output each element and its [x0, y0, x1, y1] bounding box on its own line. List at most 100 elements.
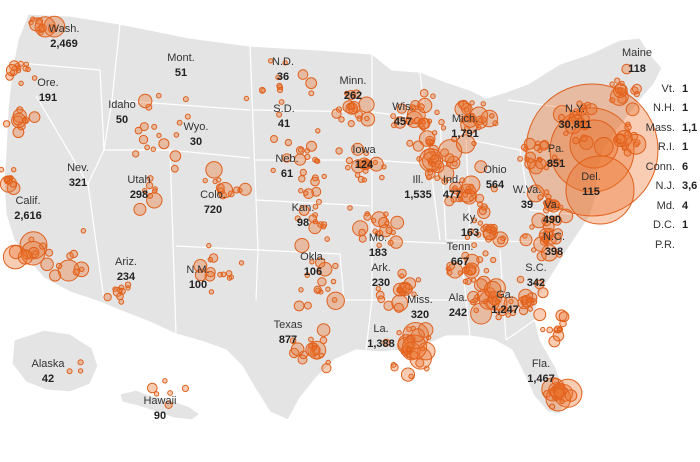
county-bubble — [551, 154, 558, 161]
county-bubble — [205, 267, 216, 278]
county-bubble — [459, 177, 466, 184]
svg-text:106: 106 — [304, 266, 322, 278]
svg-text:Mont.: Mont. — [167, 52, 195, 64]
svg-text:242: 242 — [449, 307, 467, 319]
svg-text:98: 98 — [297, 217, 309, 229]
county-bubble — [440, 125, 447, 131]
county-bubble — [390, 215, 405, 230]
svg-text:N.C.: N.C. — [543, 231, 565, 243]
county-bubble — [18, 80, 24, 87]
county-bubble — [585, 103, 598, 116]
county-bubble — [536, 251, 547, 262]
county-bubble — [462, 278, 469, 285]
county-bubble — [415, 358, 425, 368]
county-bubble — [77, 359, 84, 366]
county-bubble — [543, 189, 550, 195]
county-bubble — [621, 63, 633, 75]
county-bubble — [494, 298, 501, 305]
county-bubble — [400, 367, 416, 382]
county-bubble — [354, 172, 361, 178]
county-bubble — [147, 175, 154, 182]
svg-text:Fla.: Fla. — [532, 358, 550, 370]
state-label-wv: W.Va. 39 — [513, 184, 542, 211]
county-bubble — [482, 250, 489, 257]
county-bubble — [324, 236, 331, 242]
county-bubble — [142, 187, 148, 194]
county-bubble — [440, 148, 450, 158]
county-bubble — [406, 334, 416, 344]
county-bubble — [34, 16, 56, 38]
county-bubble — [297, 69, 309, 80]
county-bubble — [623, 148, 632, 157]
county-bubble — [243, 95, 250, 102]
svg-text:124: 124 — [355, 159, 374, 171]
county-bubble — [332, 262, 339, 270]
svg-text:Ga.: Ga. — [496, 289, 514, 301]
svg-text:Wis.: Wis. — [392, 101, 413, 113]
svg-text:Md.: Md. — [657, 200, 675, 212]
svg-text:Tenn.: Tenn. — [447, 241, 474, 253]
svg-text:262: 262 — [344, 90, 362, 102]
svg-text:S.D.: S.D. — [273, 103, 294, 115]
county-bubble — [456, 134, 476, 154]
state-label-nm: N.M. 100 — [186, 264, 209, 291]
county-bubble — [216, 177, 222, 183]
county-bubble — [103, 292, 112, 302]
svg-text:398: 398 — [545, 246, 563, 258]
county-bubble — [528, 160, 544, 175]
state-label-nd: N.D. 36 — [272, 56, 294, 83]
county-bubble — [364, 115, 370, 122]
county-bubble — [581, 113, 590, 123]
county-bubble — [483, 280, 502, 299]
county-bubble — [396, 103, 407, 114]
county-bubble — [471, 140, 477, 147]
state-label-tn: Tenn. 667 — [447, 241, 474, 268]
svg-text:851: 851 — [547, 158, 565, 170]
county-bubble — [170, 164, 179, 173]
svg-text:1: 1 — [682, 83, 688, 95]
state-label-mo: Mo. 183 — [369, 232, 387, 259]
county-bubble — [276, 111, 283, 118]
county-bubble — [193, 259, 208, 273]
county-bubble — [415, 277, 422, 283]
svg-text:1: 1 — [682, 141, 688, 153]
county-bubble — [582, 123, 589, 130]
county-bubble — [326, 291, 345, 310]
county-bubble — [3, 175, 11, 183]
county-bubble — [216, 182, 234, 199]
svg-text:320: 320 — [411, 309, 429, 321]
county-bubble — [363, 150, 370, 156]
county-bubble — [490, 185, 498, 193]
county-bubble — [631, 83, 642, 94]
state-label-va: Va. 490 — [543, 199, 561, 226]
state-label-ut: Utah 298 — [127, 174, 150, 201]
county-bubble — [410, 328, 425, 343]
county-bubble — [609, 97, 616, 104]
county-bubble — [540, 244, 558, 262]
county-bubble — [554, 158, 561, 165]
county-bubble — [477, 220, 483, 226]
svg-text:N.D.: N.D. — [272, 56, 294, 68]
county-bubble — [167, 390, 174, 396]
svg-text:Hawaii: Hawaii — [143, 395, 176, 407]
state-label-wa: Wash. 2,469 — [49, 23, 80, 50]
county-bubble — [145, 181, 154, 190]
state-label-hi: Hawaii 90 — [143, 395, 176, 422]
county-bubble — [294, 215, 301, 222]
county-bubble — [572, 136, 580, 145]
svg-text:Okla.: Okla. — [300, 251, 326, 263]
county-bubble — [427, 169, 434, 176]
county-bubble — [537, 287, 549, 299]
county-bubble — [467, 228, 474, 235]
county-bubble — [558, 208, 574, 224]
county-bubble — [375, 286, 381, 292]
county-bubble — [293, 300, 305, 312]
county-bubble — [358, 234, 367, 243]
county-bubble — [303, 301, 312, 310]
county-bubble — [527, 306, 534, 312]
county-bubble — [417, 117, 430, 130]
side-row-nj: N.J. 3,6 — [655, 180, 697, 192]
county-bubble — [431, 130, 438, 136]
side-row-md: Md. 4 — [657, 200, 689, 212]
